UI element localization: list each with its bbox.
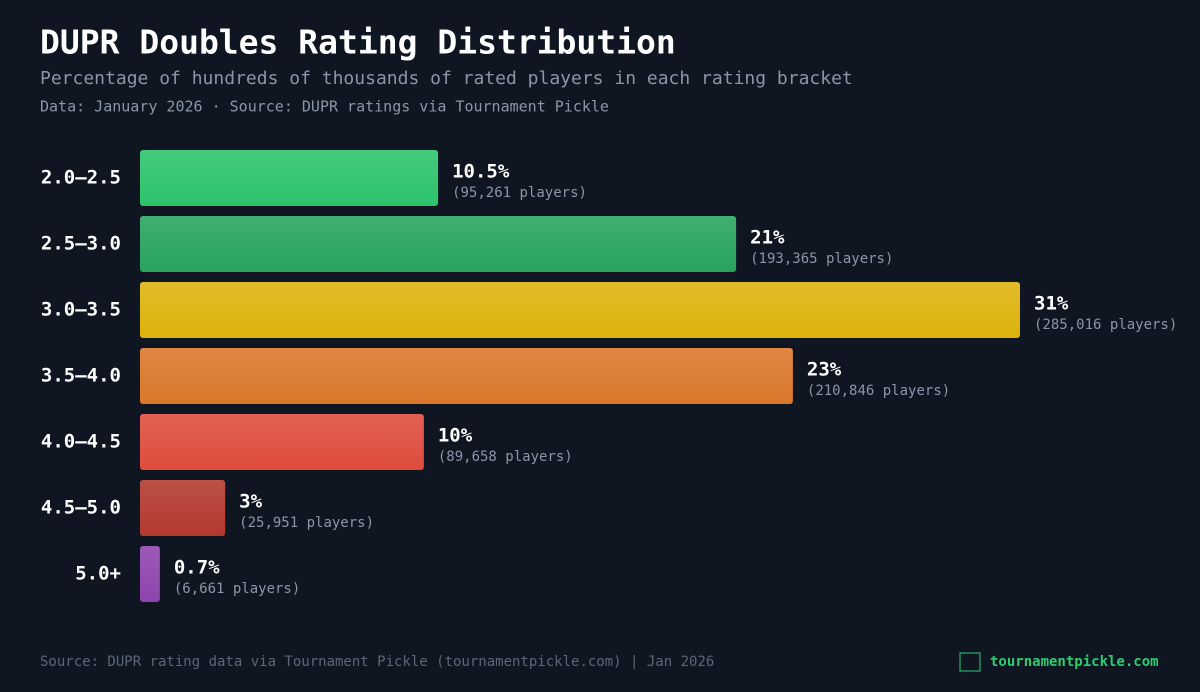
player-label: (95,261 players)	[452, 185, 587, 201]
chart-subtitle: Percentage of hundreds of thousands of r…	[40, 68, 853, 89]
player-label: (89,658 players)	[438, 449, 573, 465]
bar	[140, 216, 737, 272]
y-tick-label: 3.0–3.5	[41, 299, 121, 321]
data-label: 0.7%	[174, 557, 220, 579]
chart-title: DUPR Doubles Rating Distribution	[40, 23, 676, 62]
bar	[140, 150, 439, 206]
player-label: (6,661 players)	[174, 581, 300, 597]
player-label: (285,016 players)	[1034, 317, 1177, 333]
player-label: (210,846 players)	[807, 383, 950, 399]
data-label: 21%	[750, 227, 785, 249]
bar	[140, 414, 424, 470]
data-label: 10%	[438, 425, 473, 447]
brand-icon	[959, 652, 981, 672]
data-label: 31%	[1034, 293, 1069, 315]
chart-note: Data: January 2026 · Source: DUPR rating…	[40, 98, 609, 116]
y-tick-label: 5.0+	[75, 563, 121, 585]
data-label: 10.5%	[452, 161, 510, 183]
player-label: (25,951 players)	[239, 515, 374, 531]
bar	[140, 282, 1020, 338]
data-label: 3%	[239, 491, 262, 513]
bar	[140, 348, 793, 404]
y-tick-label: 2.0–2.5	[41, 167, 121, 189]
y-tick-label: 4.5–5.0	[41, 497, 121, 519]
bar	[140, 546, 160, 602]
y-tick-label: 3.5–4.0	[41, 365, 121, 387]
player-label: (193,365 players)	[750, 251, 893, 267]
bar	[140, 480, 226, 536]
brand: tournamentpickle.com	[990, 654, 1159, 670]
y-tick-label: 2.5–3.0	[41, 233, 121, 255]
data-label: 23%	[807, 359, 842, 381]
y-tick-label: 4.0–4.5	[41, 431, 121, 453]
source: Source: DUPR rating data via Tournament …	[40, 654, 714, 670]
